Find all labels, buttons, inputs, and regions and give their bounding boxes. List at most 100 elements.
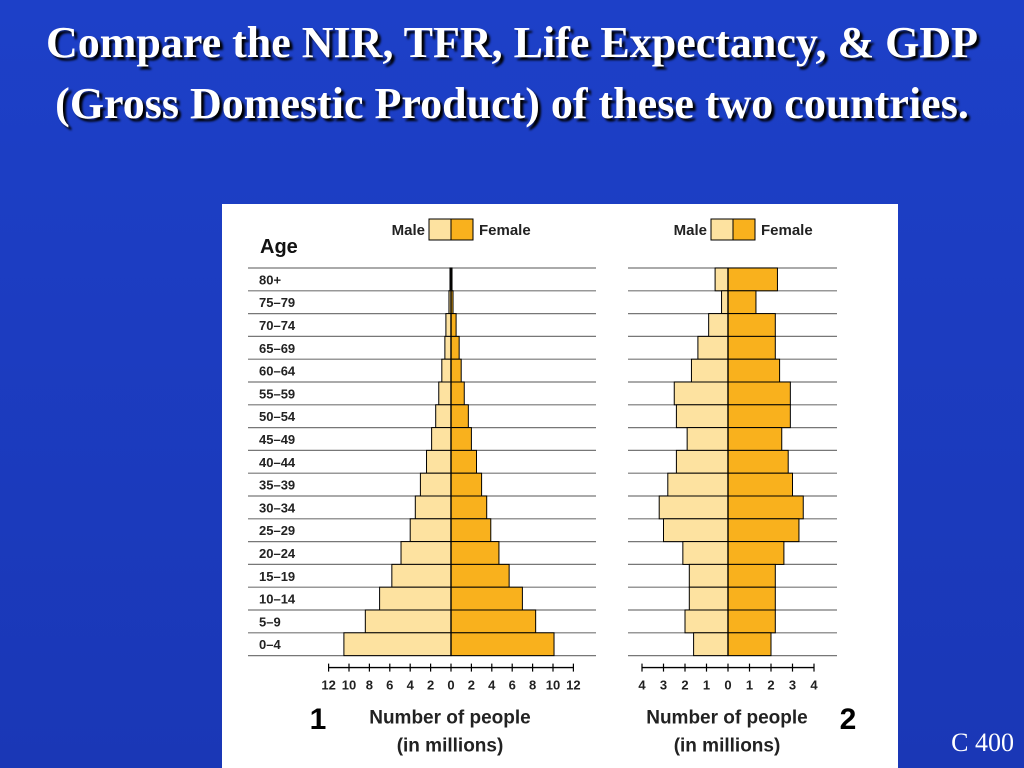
female-bar [450,541,500,565]
male-bar [688,586,729,611]
male-bar [708,313,729,337]
female-bar [450,632,555,657]
legend-female-label: Female [479,222,531,239]
male-bar [441,358,452,383]
x-axis-label-units: (in millions) [674,736,781,757]
x-tick-label: 4 [407,678,415,693]
male-bar [663,518,729,543]
age-group-label: 65–69 [259,341,295,356]
male-bar [714,267,729,292]
x-tick-label: 12 [321,678,335,693]
male-bar [693,632,729,657]
male-bar [414,495,452,520]
female-bar [727,358,781,383]
x-tick-label: 4 [488,678,496,693]
x-tick-label: 2 [427,678,434,693]
male-bar [697,335,729,360]
male-bar [673,381,729,406]
female-bar [727,449,789,474]
slide-code-label: C 400 [951,728,1014,757]
male-bar [431,427,452,451]
female-bar [450,381,465,406]
female-bar [450,472,483,497]
male-bar [419,472,452,497]
x-tick-label: 0 [447,678,454,693]
panel-number-label: 1 [310,703,327,736]
female-bar [450,313,457,337]
male-bar [391,563,452,588]
age-group-label: 5–9 [259,614,281,629]
female-bar [450,404,469,429]
male-bar [690,358,729,383]
x-axis-label: Number of people [646,708,808,729]
male-bar [426,449,452,474]
x-tick-label: 2 [681,678,688,693]
legend-male-label: Male [674,222,707,239]
male-bar [686,427,729,451]
age-group-label: 60–64 [259,364,296,379]
female-bar [727,267,778,292]
male-bar [688,563,729,588]
age-group-label: 75–79 [259,295,295,310]
legend-male-swatch [710,218,734,241]
slide-title: Compare the NIR, TFR, Life Expectancy, &… [45,18,979,128]
female-bar [727,632,772,657]
legend-male-label: Male [392,222,425,239]
age-group-label: 20–24 [259,546,296,561]
female-bar [727,290,757,315]
female-bar [450,335,460,360]
legend-male-swatch [428,218,452,241]
female-bar [450,358,462,383]
female-bar [727,335,776,360]
female-bar [727,495,804,520]
x-tick-label: 12 [566,678,580,693]
age-group-label: 0–4 [259,637,281,652]
male-bar [343,632,452,657]
female-bar [450,427,472,451]
age-group-label: 10–14 [259,592,296,607]
male-bar [409,518,452,543]
age-group-label: 50–54 [259,409,296,424]
female-bar [450,495,488,520]
male-bar [667,472,729,497]
male-bar [684,609,729,634]
age-group-label: 35–39 [259,478,295,493]
female-bar [450,563,510,588]
x-tick-label: 4 [810,678,818,693]
population-pyramids-svg: Age 80+ 75–79 70–74 65–69 60–64 55–59 50–54 45–4… [248,218,856,757]
male-bar [675,404,729,429]
female-bar [450,518,492,543]
female-bar [727,472,793,497]
legend-female-label: Female [761,222,813,239]
x-axis-label-units: (in millions) [397,736,504,757]
female-bar [450,449,477,474]
x-tick-label: 3 [789,678,796,693]
x-tick-label: 1 [703,678,710,693]
male-bar [438,381,452,406]
female-bar [727,313,776,337]
male-bar [682,541,729,565]
x-tick-label: 10 [342,678,356,693]
age-group-label: 40–44 [259,455,296,470]
age-group-label: 30–34 [259,500,296,515]
age-axis-label: Age [260,236,298,258]
x-tick-label: 10 [546,678,560,693]
x-tick-label: 4 [638,678,646,693]
population-pyramids-figure: Age 80+ 75–79 70–74 65–69 60–64 55–59 50–54 45–4… [222,204,898,768]
male-bar [364,609,452,634]
female-bar [727,586,776,611]
male-bar [721,290,729,315]
male-bar [445,313,452,337]
male-bar [400,541,452,565]
age-group-label: 80+ [259,272,281,287]
x-tick-label: 1 [746,678,753,693]
female-bar [727,563,776,588]
male-bar [675,449,729,474]
male-bar [435,404,452,429]
age-group-label: 45–49 [259,432,295,447]
female-bar [727,381,791,406]
female-bar [450,586,523,611]
age-group-label: 70–74 [259,318,296,333]
x-axis-label: Number of people [369,708,531,729]
female-bar [727,541,785,565]
